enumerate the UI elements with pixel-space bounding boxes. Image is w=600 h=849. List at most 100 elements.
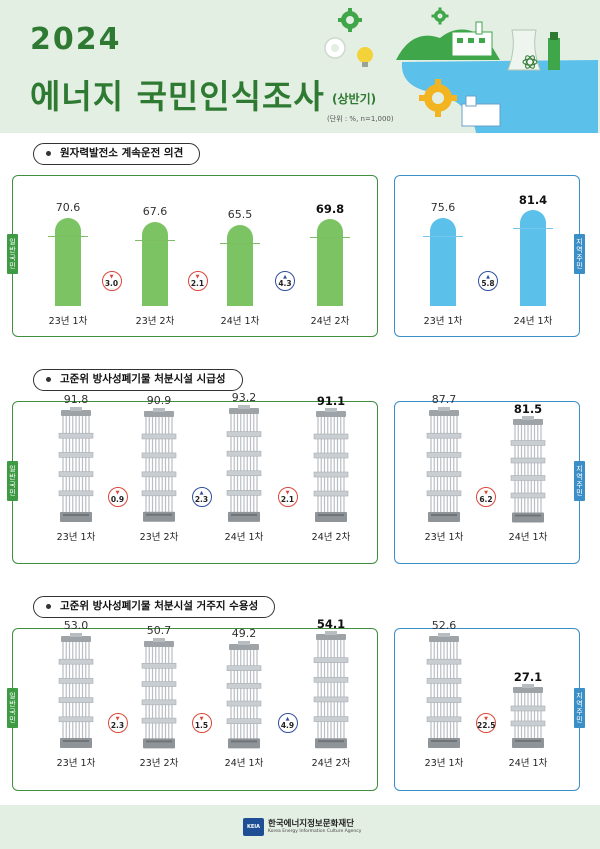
bar-marker-0-2 <box>220 243 260 244</box>
data-label-5-0: 52.6 <box>431 619 457 632</box>
footer <box>0 805 600 849</box>
triangle-down-icon: ▼ <box>109 274 114 280</box>
data-label-0-3: 69.8 <box>315 202 345 217</box>
bar-5-1 <box>510 684 546 748</box>
data-label-2-0: 91.8 <box>63 393 89 406</box>
panel-local-1 <box>394 175 580 337</box>
change-indicator-2-0: ▼ 0.9 <box>107 487 128 507</box>
data-label-2-3: 91.1 <box>316 393 346 408</box>
triangle-down-icon: ▼ <box>199 716 204 722</box>
bar-3-1 <box>510 415 546 522</box>
category-label-3-1: 24년 1차 <box>508 532 548 543</box>
data-label-4-2: 49.2 <box>231 626 257 640</box>
data-label-2-2: 93.2 <box>231 391 257 405</box>
gear-icon <box>338 8 362 32</box>
data-label-3-0: 87.7 <box>431 393 457 406</box>
change-value: 2.3 <box>194 495 209 504</box>
triangle-up-icon: ▲ <box>199 490 204 496</box>
bar-0-0 <box>55 218 81 306</box>
atom-icon <box>522 55 538 69</box>
change-indicator-1-0: ▲ 5.8 <box>478 271 498 291</box>
org-name-en: Korea Energy Information Culture Agency <box>268 829 362 834</box>
bar-marker-1-0 <box>423 236 463 237</box>
bar-2-1 <box>141 408 177 522</box>
data-label-4-3: 54.1 <box>316 616 346 631</box>
data-label-0-2: 65.5 <box>227 208 253 221</box>
bar-2-2 <box>226 405 262 522</box>
category-label-5-0: 23년 1차 <box>424 758 464 769</box>
change-value: 22.5 <box>477 721 496 730</box>
category-label-0-3: 24년 2차 <box>310 316 350 327</box>
page-subtitle: (상반기) <box>332 92 377 106</box>
bar-0-2 <box>227 225 253 306</box>
change-value: 3.0 <box>104 279 119 288</box>
data-label-3-1: 81.5 <box>513 401 543 416</box>
triangle-up-icon: ▲ <box>486 274 490 280</box>
change-value: 2.1 <box>280 495 295 504</box>
change-value: 1.5 <box>194 721 209 730</box>
category-label-2-1: 23년 2차 <box>139 532 179 543</box>
org-name: 한국에너지정보문화재단 <box>268 819 355 829</box>
change-value: 2.1 <box>190 279 205 288</box>
triangle-up-icon: ▲ <box>283 274 287 280</box>
change-indicator-2-2: ▼ 2.1 <box>277 487 298 507</box>
triangle-down-icon: ▼ <box>195 274 200 280</box>
change-indicator-0-1: ▼ 2.1 <box>187 271 208 291</box>
triangle-down-icon: ▼ <box>285 490 290 496</box>
org-logo: KEIA <box>243 818 264 836</box>
bar-2-3 <box>313 407 349 522</box>
bar-marker-0-1 <box>135 240 175 242</box>
bar-marker-0-3 <box>310 237 350 239</box>
panel-local-3 <box>394 628 580 791</box>
category-label-1-0: 23년 1차 <box>423 316 463 327</box>
data-label-4-1: 50.7 <box>146 623 172 637</box>
section-title-acceptance: 고준위 방사성폐기물 처분시설 거주지 수용성 <box>33 596 276 618</box>
bar-0-1 <box>142 222 168 306</box>
bar-marker-1-1 <box>513 228 553 230</box>
triangle-down-icon: ▼ <box>115 716 120 722</box>
change-value: 4.9 <box>280 721 295 730</box>
data-label-0-0: 70.6 <box>55 201 81 214</box>
category-label-3-0: 23년 1차 <box>424 532 464 543</box>
title-year: 2024 <box>30 22 122 57</box>
bar-4-2 <box>226 640 262 748</box>
data-label-0-1: 67.6 <box>142 205 168 219</box>
lightbulb-icon <box>357 47 373 67</box>
category-label-2-3: 24년 2차 <box>311 532 351 543</box>
bar-marker-0-0 <box>48 236 88 237</box>
category-label-2-2: 24년 1차 <box>224 532 264 543</box>
bar-2-0 <box>58 407 94 522</box>
bar-4-0 <box>58 633 94 748</box>
section-title-continued-operation: 원자력발전소 계속운전 의견 <box>33 143 201 165</box>
panel-local-2 <box>394 401 580 564</box>
change-value: 6.2 <box>479 495 493 504</box>
gear-icon <box>431 7 449 25</box>
section-title-urgency: 고준위 방사성폐기물 처분시설 시급성 <box>33 369 243 391</box>
bar-5-0 <box>426 633 462 748</box>
gear-icon <box>324 37 346 59</box>
header-illustration <box>324 7 598 133</box>
category-label-4-3: 24년 2차 <box>311 758 351 769</box>
header-banner: 2024 에너지 국민인식조사 (상반기) (단위 : %, n=1,000) <box>0 0 600 133</box>
category-label-0-1: 23년 2차 <box>135 316 175 327</box>
factory-icon <box>451 21 493 57</box>
unit-note: (단위 : %, n=1,000) <box>327 115 394 123</box>
data-label-4-0: 53.0 <box>63 619 89 632</box>
change-indicator-5-0: ▼ 22.5 <box>476 713 496 733</box>
page-title: 에너지 국민인식조사 <box>30 77 325 116</box>
data-label-2-1: 90.9 <box>146 394 172 408</box>
triangle-down-icon: ▼ <box>484 490 488 496</box>
change-indicator-4-1: ▼ 1.5 <box>191 713 212 733</box>
change-value: 4.3 <box>278 279 292 288</box>
change-indicator-0-2: ▲ 4.3 <box>275 271 295 291</box>
data-label-1-0: 75.6 <box>430 201 456 214</box>
change-indicator-4-2: ▲ 4.9 <box>277 713 298 733</box>
change-indicator-2-1: ▲ 2.3 <box>191 487 212 507</box>
change-value: 0.9 <box>110 495 125 504</box>
bar-4-1 <box>141 637 177 748</box>
